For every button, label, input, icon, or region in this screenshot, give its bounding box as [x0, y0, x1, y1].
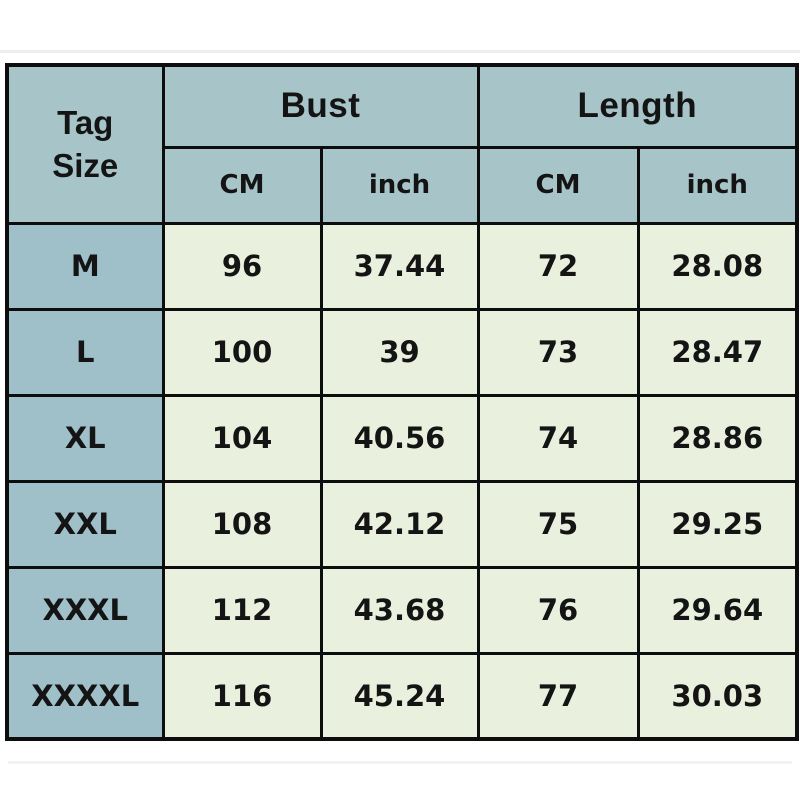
top-shadow-divider [0, 50, 800, 53]
size-cell: M [5, 221, 165, 311]
value-cell: 74 [476, 393, 640, 483]
header-length: Length [476, 63, 799, 149]
size-chart-table: Tag Size Bust Length CM inch CM inch M 9… [5, 63, 800, 741]
table-row-xxl: XXL 108 42.12 75 29.25 [5, 479, 799, 569]
value-cell: 42.12 [319, 479, 480, 569]
size-cell: XXXL [5, 565, 165, 655]
header-length-cm: CM [476, 145, 640, 225]
value-cell: 77 [476, 651, 640, 741]
value-cell: 40.56 [319, 393, 480, 483]
table-row-l: L 100 39 73 28.47 [5, 307, 799, 397]
value-cell: 75 [476, 479, 640, 569]
value-cell: 28.47 [636, 307, 799, 397]
value-cell: 30.03 [636, 651, 799, 741]
value-cell: 39 [319, 307, 480, 397]
size-cell: L [5, 307, 165, 397]
value-cell: 73 [476, 307, 640, 397]
value-cell: 29.64 [636, 565, 799, 655]
table-row-xxxl: XXXL 112 43.68 76 29.64 [5, 565, 799, 655]
table-row-m: M 96 37.44 72 28.08 [5, 221, 799, 311]
header-tag-size: Tag Size [5, 63, 165, 225]
table-row-xl: XL 104 40.56 74 28.86 [5, 393, 799, 483]
value-cell: 29.25 [636, 479, 799, 569]
table-header-row-units: CM inch CM inch [7, 145, 799, 225]
header-tag-size-label: Tag Size [52, 103, 119, 185]
value-cell: 100 [161, 307, 323, 397]
size-cell: XXXXL [5, 651, 165, 741]
header-bust-inch: inch [319, 145, 480, 225]
header-bust: Bust [161, 63, 480, 149]
value-cell: 96 [161, 221, 323, 311]
value-cell: 45.24 [319, 651, 480, 741]
value-cell: 28.08 [636, 221, 799, 311]
value-cell: 104 [161, 393, 323, 483]
value-cell: 112 [161, 565, 323, 655]
size-cell: XXL [5, 479, 165, 569]
value-cell: 72 [476, 221, 640, 311]
value-cell: 76 [476, 565, 640, 655]
size-cell: XL [5, 393, 165, 483]
value-cell: 116 [161, 651, 323, 741]
header-bust-cm: CM [161, 145, 323, 225]
table-header-row-groups: Tag Size Bust Length [5, 63, 799, 225]
bottom-shadow-divider [8, 761, 792, 764]
header-length-inch: inch [636, 145, 799, 225]
value-cell: 37.44 [319, 221, 480, 311]
value-cell: 108 [161, 479, 323, 569]
value-cell: 28.86 [636, 393, 799, 483]
table-row-xxxxl: XXXXL 116 45.24 77 30.03 [5, 651, 799, 741]
value-cell: 43.68 [319, 565, 480, 655]
